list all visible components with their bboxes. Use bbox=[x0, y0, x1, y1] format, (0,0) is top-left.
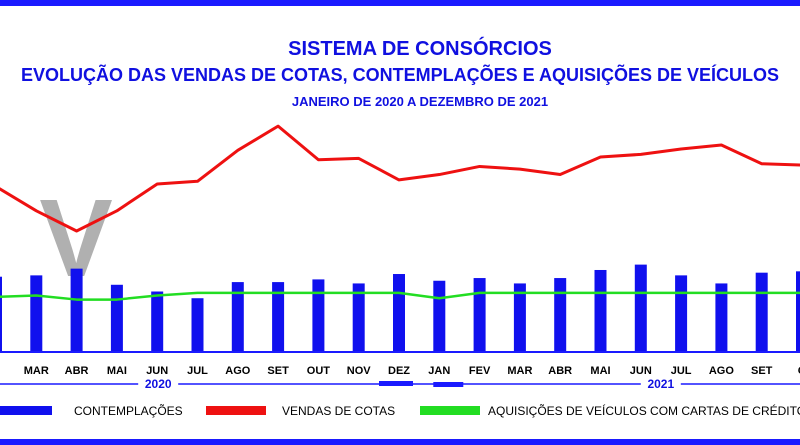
year-label-bg-0 bbox=[138, 376, 179, 390]
x-tick-label-6: AGO bbox=[225, 365, 251, 377]
x-tick-label-13: MAR bbox=[507, 365, 532, 377]
bar-contemplacoes-8 bbox=[312, 279, 325, 352]
x-tick-label-10: DEZ bbox=[388, 365, 410, 377]
x-tick-label-14: ABR bbox=[548, 365, 572, 377]
x-tick-label-3: MAI bbox=[107, 365, 127, 377]
bar-contemplacoes-12 bbox=[473, 278, 486, 352]
bar-contemplacoes-2 bbox=[70, 268, 83, 352]
x-tick-label-2: ABR bbox=[65, 365, 89, 377]
x-tick-label-16: JUN bbox=[630, 365, 652, 377]
legend-label-2: AQUISIÇÕES DE VEÍCULOS COM CARTAS DE CRÉ… bbox=[488, 403, 800, 418]
x-tick-label-9: NOV bbox=[347, 365, 372, 377]
bar-contemplacoes-0 bbox=[0, 276, 2, 352]
x-tick-label-7: SET bbox=[267, 365, 289, 377]
bar-contemplacoes-7 bbox=[272, 282, 285, 352]
chart-subtitle: EVOLUÇÃO DAS VENDAS DE COTAS, CONTEMPLAÇ… bbox=[20, 65, 780, 85]
frame-bottom-border bbox=[0, 439, 800, 445]
x-tick-label-17: JUL bbox=[671, 365, 692, 377]
frame-top-border bbox=[0, 0, 800, 6]
bar-contemplacoes-11 bbox=[433, 280, 446, 352]
bar-contemplacoes-17 bbox=[675, 275, 688, 352]
x-tick-label-15: MAI bbox=[590, 365, 610, 377]
bar-contemplacoes-13 bbox=[513, 283, 526, 352]
contemplacoes-bars bbox=[0, 264, 800, 352]
legend-swatch-2 bbox=[420, 406, 480, 415]
year-separator-right bbox=[433, 382, 464, 387]
x-tick-label-20: O bbox=[798, 365, 800, 377]
x-tick-label-4: JUN bbox=[146, 365, 168, 377]
bar-contemplacoes-9 bbox=[352, 283, 365, 352]
x-tick-labels: VMARABRMAIJUNJULAGOSETOUTNOVDEZJANFEVMAR… bbox=[0, 365, 800, 377]
x-tick-label-5: JUL bbox=[187, 365, 208, 377]
bar-contemplacoes-18 bbox=[715, 283, 728, 352]
year-separator-left bbox=[379, 381, 413, 386]
x-tick-label-18: AGO bbox=[709, 365, 735, 377]
bar-contemplacoes-6 bbox=[231, 282, 244, 352]
x-tick-label-11: JAN bbox=[428, 365, 450, 377]
bar-contemplacoes-10 bbox=[393, 274, 405, 352]
bar-contemplacoes-20 bbox=[796, 271, 800, 352]
legend-label-1: VENDAS DE COTAS bbox=[282, 404, 395, 418]
x-tick-label-1: MAR bbox=[24, 365, 49, 377]
bar-contemplacoes-5 bbox=[191, 298, 204, 352]
x-tick-label-19: SET bbox=[751, 365, 773, 377]
bar-contemplacoes-14 bbox=[554, 278, 567, 352]
bar-contemplacoes-4 bbox=[151, 291, 164, 352]
legend-label-0: CONTEMPLAÇÕES bbox=[74, 403, 183, 418]
chart-period: JANEIRO DE 2020 A DEZEMBRO DE 2021 bbox=[291, 94, 549, 109]
legend: CONTEMPLAÇÕES VENDAS DE COTAS AQUISIÇÕES D… bbox=[0, 403, 800, 418]
series-line-aquisicoes bbox=[0, 291, 800, 301]
series-line-vendas-de-cotas bbox=[0, 124, 800, 233]
bar-contemplacoes-15 bbox=[594, 269, 607, 352]
legend-swatch-1 bbox=[206, 406, 266, 415]
legend-swatch-0 bbox=[0, 406, 52, 415]
year-label-bg-1 bbox=[640, 376, 681, 390]
year-label-2021: 2021 bbox=[647, 377, 674, 391]
bar-contemplacoes-19 bbox=[755, 272, 768, 352]
bar-contemplacoes-3 bbox=[110, 284, 123, 352]
x-tick-label-8: OUT bbox=[307, 365, 331, 377]
x-tick-label-12: FEV bbox=[469, 365, 491, 377]
year-label-2020: 2020 bbox=[145, 377, 172, 391]
chart-title: SISTEMA DE CONSÓRCIOS bbox=[288, 38, 552, 60]
year-row: 2020 2021 bbox=[0, 376, 800, 391]
bar-contemplacoes-16 bbox=[634, 264, 647, 352]
bar-contemplacoes-1 bbox=[30, 275, 43, 352]
